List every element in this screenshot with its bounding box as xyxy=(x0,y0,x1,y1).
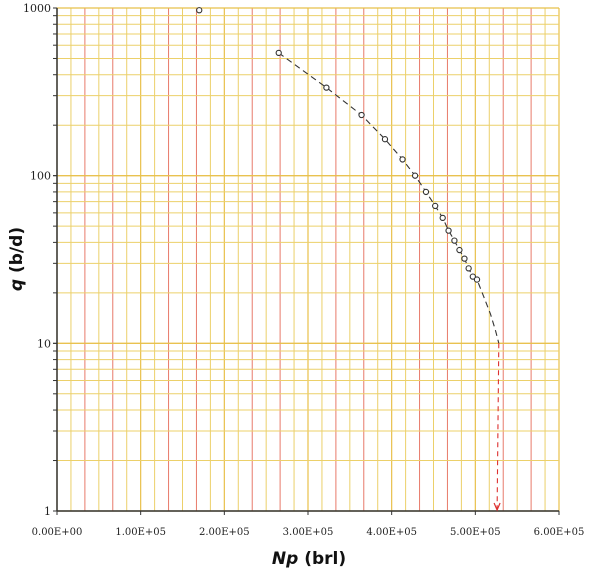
data-point xyxy=(399,156,406,163)
y-tick-label: 1 xyxy=(44,505,51,518)
data-point xyxy=(445,227,452,234)
extrapolation-arrow xyxy=(493,502,501,512)
data-point xyxy=(451,237,458,244)
x-tick-label: 3.00E+05 xyxy=(283,527,334,538)
data-points xyxy=(196,7,481,283)
x-tick-label: 6.00E+05 xyxy=(534,527,585,538)
data-point xyxy=(432,202,439,210)
trend-line-group xyxy=(278,52,501,512)
x-tick-label: 0.00E+00 xyxy=(32,527,83,538)
data-point xyxy=(196,7,203,14)
data-point xyxy=(323,84,330,91)
trend-line xyxy=(278,52,500,344)
x-tick-label: 5.00E+05 xyxy=(450,527,501,538)
y-tick-label: 100 xyxy=(30,170,51,183)
data-point xyxy=(358,111,365,119)
data-point xyxy=(465,265,472,272)
axes xyxy=(53,7,560,515)
y-axis-title: q (b/d) xyxy=(7,227,27,291)
data-point xyxy=(422,188,430,196)
data-point xyxy=(469,273,476,280)
x-tick-label: 2.00E+05 xyxy=(199,527,250,538)
data-point xyxy=(381,136,389,143)
y-tick-labels: 1 10 100 1000 xyxy=(23,2,51,518)
data-point xyxy=(411,172,419,179)
data-point xyxy=(439,214,446,222)
x-tick-labels: 0.00E+00 1.00E+05 2.00E+05 3.00E+05 4.00E+05… xyxy=(32,527,585,538)
data-point xyxy=(473,276,481,283)
grid xyxy=(56,7,560,512)
y-tick-label: 10 xyxy=(37,337,51,350)
x-axis-title: Np (brl) xyxy=(272,549,346,569)
y-tick-label: 1000 xyxy=(23,2,51,15)
data-point xyxy=(456,246,463,254)
x-tick-label: 1.00E+05 xyxy=(115,527,166,538)
data-point xyxy=(461,255,468,262)
data-point xyxy=(275,49,282,57)
x-tick-label: 4.00E+05 xyxy=(366,527,417,538)
extrapolation-line xyxy=(496,343,500,512)
